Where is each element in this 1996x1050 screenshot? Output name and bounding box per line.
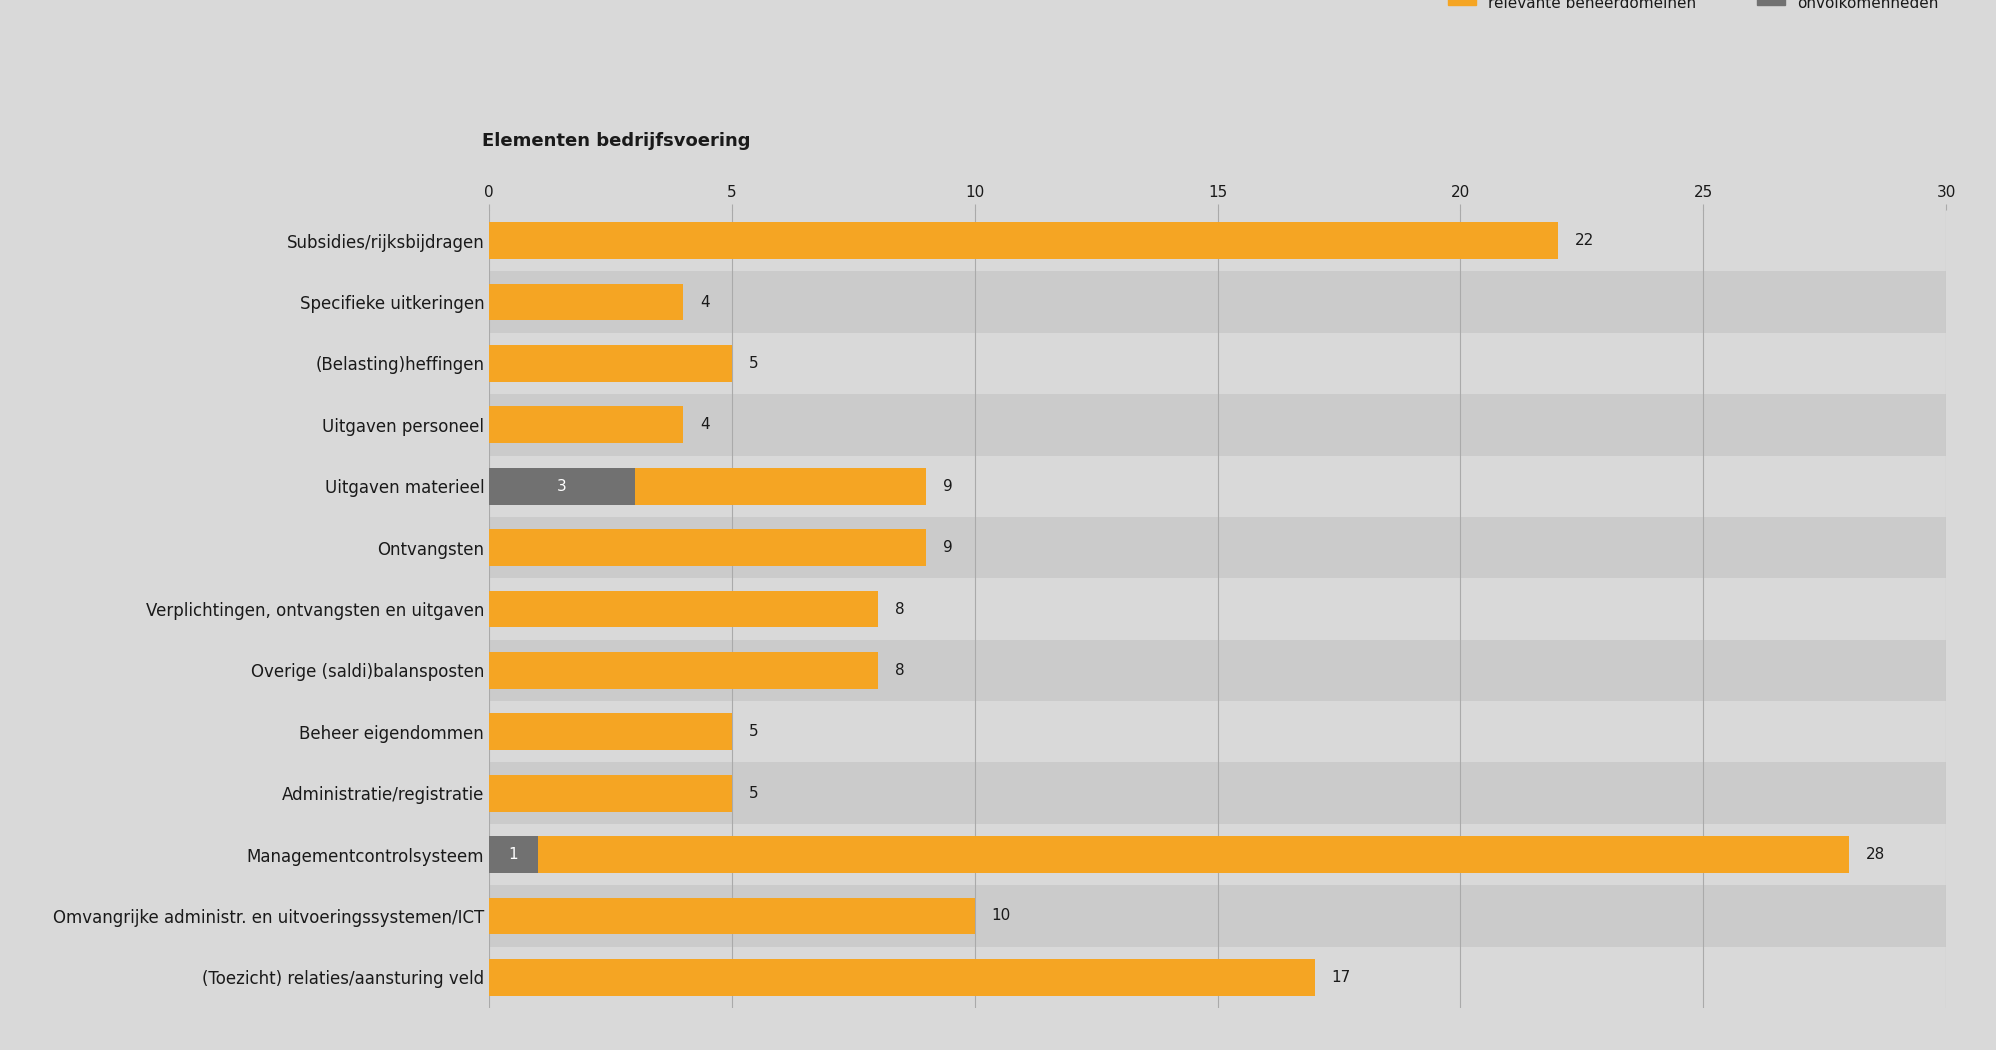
Bar [489,468,635,505]
Bar [489,394,1946,456]
Bar [489,836,1848,873]
Text: Elementen bedrijfsvoering: Elementen bedrijfsvoering [481,132,750,150]
Text: 17: 17 [1331,970,1351,985]
Bar [489,345,733,382]
Text: 5: 5 [748,724,758,739]
Bar [489,210,1946,271]
Bar [489,271,1946,333]
Bar [489,223,1557,259]
Bar [489,517,1946,579]
Bar [489,333,1946,394]
Bar [489,590,878,628]
Text: 9: 9 [944,540,952,555]
Bar [489,898,974,934]
Text: 22: 22 [1575,233,1593,248]
Bar [489,701,1946,762]
Bar [489,775,733,812]
Bar [489,468,926,505]
Bar [489,959,1315,995]
Bar [489,713,733,750]
Text: 10: 10 [992,908,1010,923]
Text: 5: 5 [748,356,758,371]
Text: 28: 28 [1866,847,1884,862]
Bar [489,885,1946,947]
Text: 9: 9 [944,479,952,493]
Bar [489,947,1946,1008]
Bar [489,406,683,443]
Text: 8: 8 [894,663,904,678]
Text: 4: 4 [701,295,711,310]
Legend: Aantal kritische en
relevante beheerdomeinen, Waarvan
onvolkomenheden: Aantal kritische en relevante beheerdome… [1449,0,1938,10]
Bar [489,824,1946,885]
Bar [489,284,683,320]
Bar [489,762,1946,824]
Text: 4: 4 [701,417,711,433]
Text: 3: 3 [557,479,567,493]
Bar [489,529,926,566]
Bar [489,639,1946,701]
Bar [489,579,1946,639]
Text: 1: 1 [509,847,519,862]
Text: 8: 8 [894,602,904,616]
Text: 5: 5 [748,785,758,801]
Bar [489,456,1946,517]
Bar [489,652,878,689]
Bar [489,836,537,873]
